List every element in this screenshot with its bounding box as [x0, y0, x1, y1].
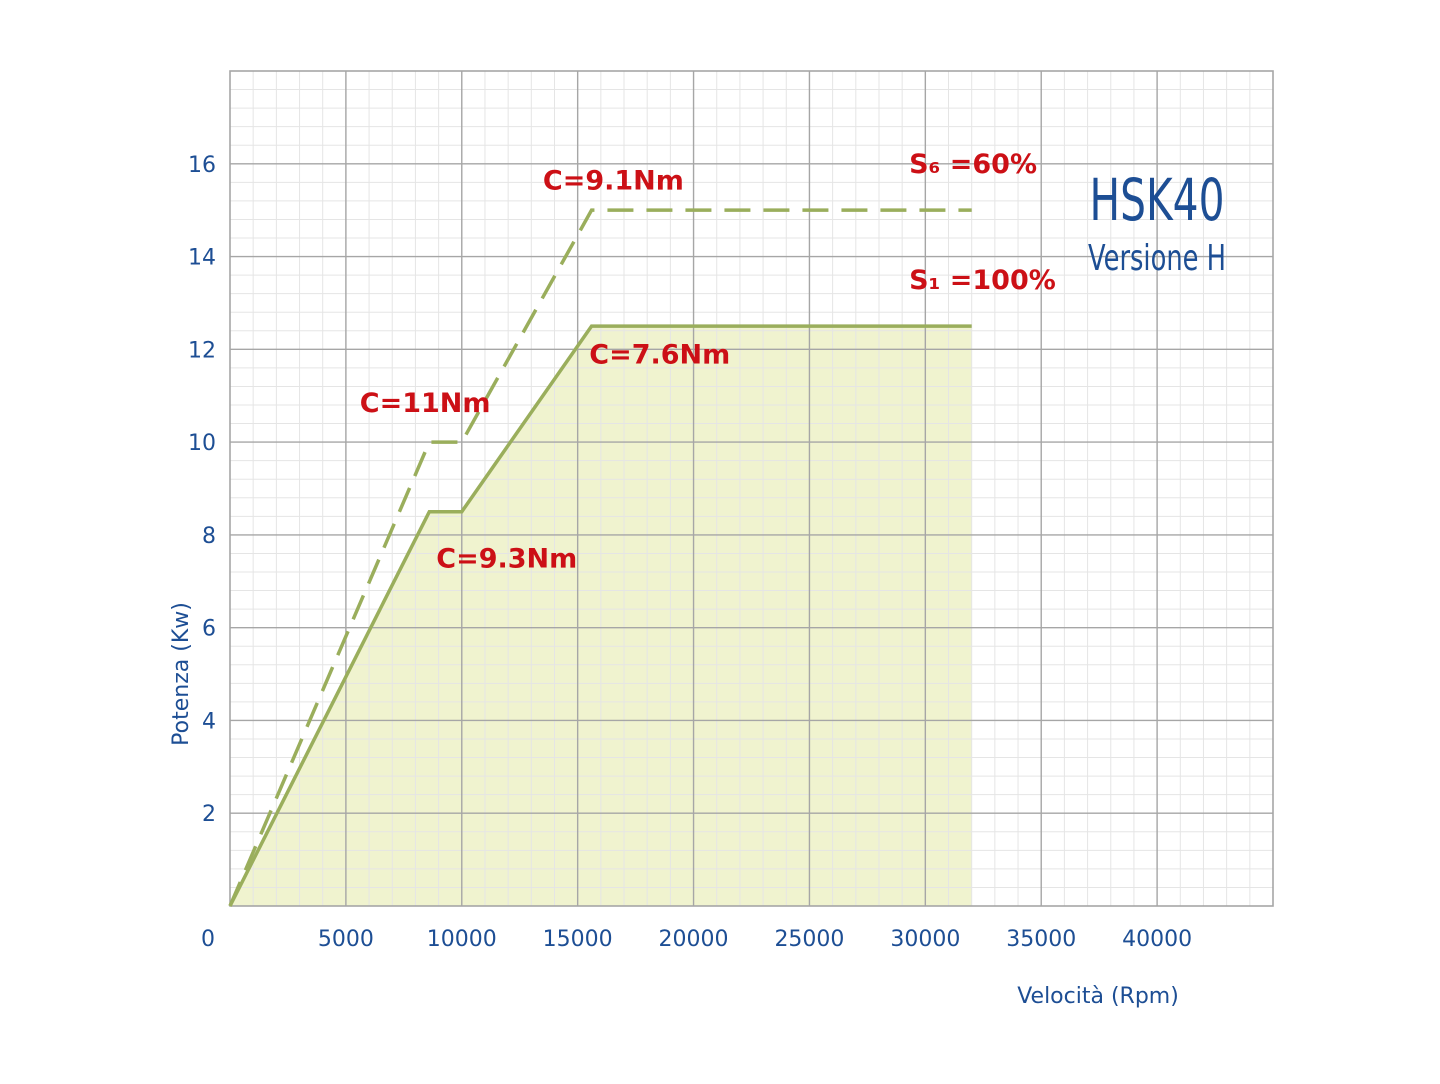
x-tick-label: 5000: [318, 927, 374, 952]
y-tick-label: 2: [202, 802, 216, 827]
chart-subtitle: Versione H: [1088, 238, 1226, 279]
series-line-s6: [228, 208, 972, 907]
y-axis-title: Potenza (Kw): [169, 602, 194, 746]
x-tick-label: 30000: [890, 927, 960, 952]
y-tick-label: 12: [188, 338, 216, 363]
x-tick-label: 15000: [543, 927, 613, 952]
x-tick-label: 40000: [1122, 927, 1192, 952]
annotation-label: C=9.1Nm: [543, 165, 684, 196]
plot-frame: [229, 70, 1274, 907]
x-axis-title: Velocità (Rpm): [1017, 984, 1179, 1009]
series-layer: [228, 208, 972, 907]
x-tick-label: 20000: [659, 927, 729, 952]
annotation-label: C=11Nm: [360, 388, 491, 419]
x-tick-label: 25000: [774, 927, 844, 952]
grid-layer: [229, 70, 1274, 907]
chart-title: HSK40: [1090, 166, 1225, 234]
annotation-label: S₁ =100%: [909, 265, 1056, 296]
label-layer: Velocità (Rpm) Potenza (Kw) HSK40 Versio…: [169, 149, 1226, 1009]
annotation-label: S₆ =60%: [909, 149, 1037, 180]
y-tick-label: 10: [188, 431, 216, 456]
x-tick-label: 0: [201, 927, 215, 952]
y-tick-label: 8: [202, 524, 216, 549]
y-tick-label: 16: [188, 153, 216, 178]
annotation-label: C=9.3Nm: [436, 543, 577, 574]
y-tick-label: 4: [202, 709, 216, 734]
annotation-label: C=7.6Nm: [589, 339, 730, 370]
x-tick-label: 10000: [427, 927, 497, 952]
x-tick-label: 35000: [1006, 927, 1076, 952]
y-tick-label: 6: [202, 617, 216, 642]
series-line-s1: [228, 324, 972, 907]
y-tick-label: 14: [188, 246, 216, 271]
